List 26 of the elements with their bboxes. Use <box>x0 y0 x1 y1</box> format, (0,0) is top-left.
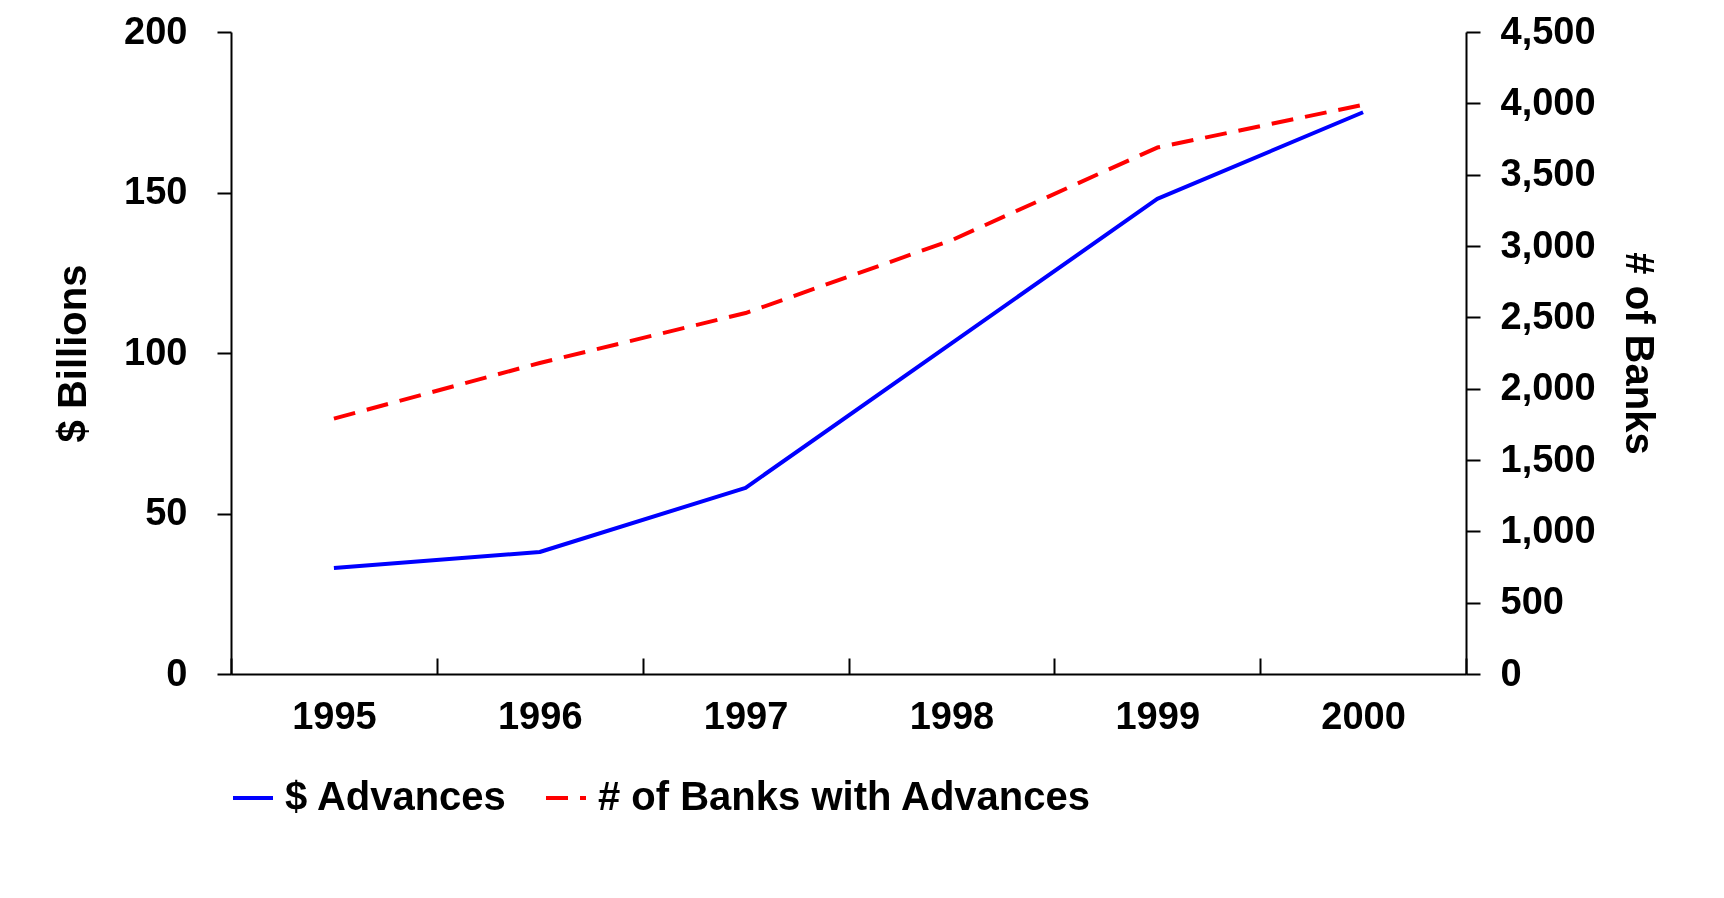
x-tick-label: 1999 <box>1115 694 1201 737</box>
y2-tick-label: 4,500 <box>1500 9 1596 52</box>
y2-tick-label: 2,500 <box>1500 294 1596 337</box>
x-tick-label: 1998 <box>909 694 995 737</box>
x-tick-label: 2000 <box>1321 694 1406 737</box>
x-tick-label: 1995 <box>292 694 377 737</box>
y-axis-title: $ Billions <box>50 264 95 443</box>
y2-tick-label: 4,000 <box>1500 80 1596 123</box>
y2-tick-label: 0 <box>1500 651 1522 694</box>
y2-tick-label: 500 <box>1500 580 1564 623</box>
y-tick-label: 0 <box>166 651 188 694</box>
y-tick-label: 50 <box>145 491 188 533</box>
y2-tick-label: 1,000 <box>1500 508 1596 551</box>
y2-tick-label: 3,000 <box>1500 223 1596 266</box>
y-tick-label: 100 <box>124 330 188 373</box>
x-tick-label: 1997 <box>703 694 789 737</box>
y2-tick-label: 1,500 <box>1500 437 1596 480</box>
y-tick-label: 150 <box>124 170 188 212</box>
y2-tick-label: 2,000 <box>1500 366 1596 409</box>
y2-axis-title: # of Banks <box>1617 252 1662 455</box>
legend-label: $ Advances <box>285 774 506 818</box>
x-tick-label: 1996 <box>497 694 583 737</box>
legend-label: # of Banks with Advances <box>598 774 1090 818</box>
y-tick-label: 200 <box>124 9 188 52</box>
line-series <box>331 110 1366 571</box>
y2-tick-label: 3,500 <box>1500 152 1596 195</box>
